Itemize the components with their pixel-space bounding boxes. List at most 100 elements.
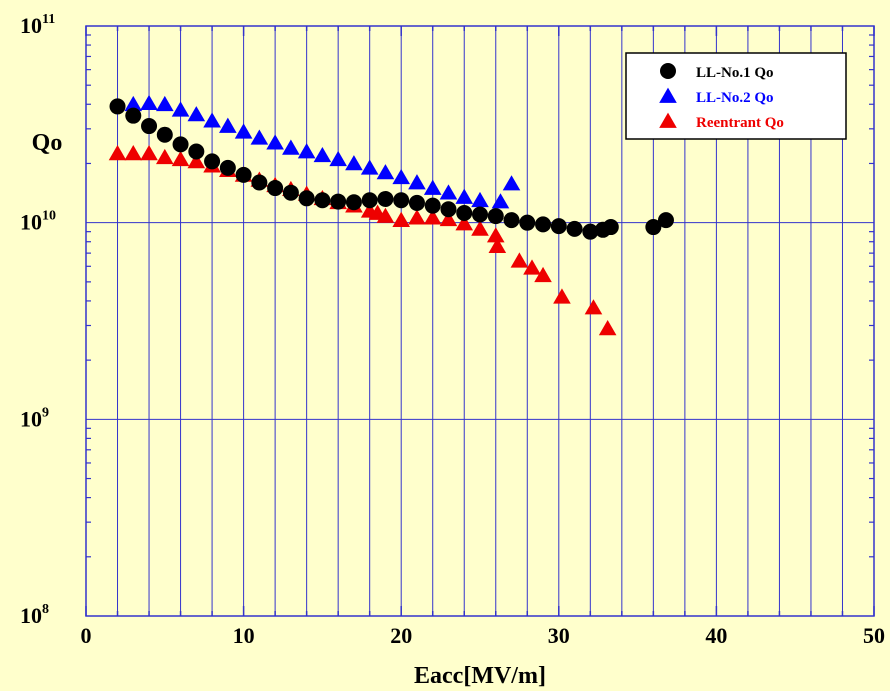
- data-point: [439, 210, 458, 227]
- data-point: [250, 129, 269, 145]
- data-point: [266, 134, 284, 150]
- legend-marker: [659, 87, 677, 103]
- data-point: [171, 150, 190, 167]
- y-axis-label: Qo: [32, 130, 63, 156]
- data-point: [361, 192, 378, 209]
- data-point: [171, 101, 190, 117]
- data-point: [187, 106, 206, 122]
- legend-marker: [659, 112, 677, 128]
- legend-marker: [660, 63, 676, 79]
- data-point: [188, 143, 205, 160]
- data-point: [124, 145, 143, 161]
- x-tick-label: 10: [233, 623, 255, 648]
- data-point: [439, 184, 458, 200]
- data-point: [423, 209, 442, 225]
- data-point: [566, 220, 583, 237]
- legend-label: LL-No.1 Qo: [696, 65, 774, 81]
- legend-label: LL-No.2 Qo: [696, 90, 774, 106]
- data-point: [376, 207, 395, 223]
- data-point: [487, 208, 504, 225]
- data-point: [203, 112, 221, 128]
- data-point: [598, 320, 617, 336]
- data-point: [550, 218, 567, 235]
- data-point: [553, 288, 571, 304]
- y-tick-label: 1010: [20, 209, 56, 235]
- data-point: [140, 145, 158, 161]
- data-point: [219, 117, 237, 133]
- data-point: [251, 174, 268, 191]
- x-tick-label: 20: [390, 623, 412, 648]
- data-point: [297, 143, 316, 159]
- plot-border: [85, 25, 875, 617]
- legend-label: Reentrant Qo: [696, 115, 784, 131]
- x-tick-label: 40: [705, 623, 727, 648]
- data-point: [503, 212, 520, 229]
- data-point: [125, 107, 142, 124]
- data-point: [471, 191, 489, 208]
- data-point: [455, 188, 474, 204]
- data-point: [314, 192, 331, 209]
- data-point: [535, 216, 552, 233]
- data-point: [523, 259, 541, 275]
- data-point: [329, 150, 347, 167]
- data-point: [345, 155, 363, 171]
- data-point: [408, 209, 426, 225]
- data-point: [582, 223, 599, 240]
- legend: LL-No.1 Qo LL-No.2 Qo Reentrant Qo: [625, 52, 847, 140]
- data-point: [172, 136, 189, 153]
- data-point: [141, 118, 158, 135]
- data-point: [424, 197, 441, 214]
- data-point: [234, 123, 253, 139]
- data-point: [455, 215, 474, 231]
- y-tick-label: 109: [20, 405, 49, 431]
- grid: [86, 26, 874, 616]
- data-point: [602, 219, 619, 236]
- x-axis-label: Eacc[MV/m]: [414, 663, 546, 689]
- data-point: [584, 299, 603, 315]
- data-point: [393, 192, 410, 209]
- data-point: [510, 252, 529, 268]
- data-point: [267, 180, 284, 197]
- data-point: [204, 153, 221, 170]
- data-point: [109, 98, 126, 115]
- data-point: [456, 204, 473, 221]
- data-point: [282, 139, 300, 155]
- data-point: [491, 193, 510, 209]
- x-tick-label: 50: [863, 623, 885, 648]
- data-point: [298, 190, 315, 207]
- x-axis-ticks: 0 10 20 30 40 50: [81, 26, 885, 648]
- data-point: [534, 266, 552, 283]
- data-point: [156, 148, 174, 165]
- data-point: [156, 95, 174, 112]
- data-point: [392, 168, 410, 185]
- data-point: [502, 175, 521, 191]
- data-point: [645, 219, 662, 236]
- data-point: [219, 159, 236, 176]
- data-point: [440, 201, 457, 218]
- data-point: [124, 95, 143, 112]
- data-point: [140, 94, 158, 111]
- data-point: [519, 214, 536, 231]
- data-point: [235, 166, 252, 183]
- plot-frame: [85, 25, 875, 617]
- data-point: [108, 145, 127, 161]
- y-tick-label: 108: [20, 602, 49, 628]
- data-point: [472, 206, 488, 223]
- data-point: [330, 193, 347, 210]
- x-tick-label: 30: [548, 623, 570, 648]
- x-tick-label: 0: [81, 623, 92, 648]
- y-tick-label: 1011: [20, 12, 55, 38]
- data-point: [392, 211, 410, 227]
- data-points: [108, 94, 674, 336]
- data-point: [408, 174, 426, 190]
- data-point: [486, 227, 505, 243]
- data-point: [156, 126, 173, 143]
- data-point: [360, 159, 379, 175]
- data-point: [377, 190, 394, 207]
- data-point: [657, 212, 674, 229]
- data-point: [408, 194, 425, 211]
- data-point: [423, 179, 442, 195]
- data-point: [488, 237, 507, 253]
- data-point: [376, 164, 395, 180]
